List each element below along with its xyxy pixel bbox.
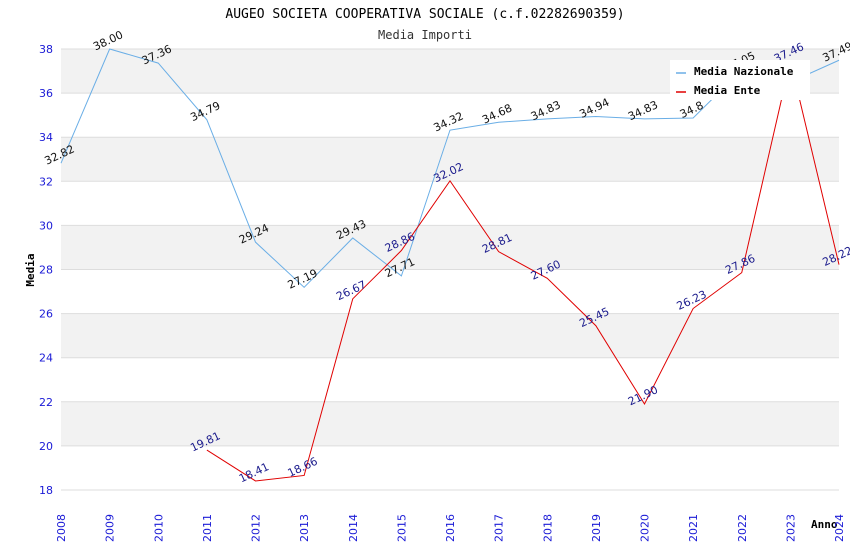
y-tick-labels: 18 20 22 24 26 28 30 32 34 36 38 bbox=[39, 43, 53, 497]
grid-band bbox=[61, 225, 839, 270]
y-tick-label: 30 bbox=[39, 219, 53, 232]
series-line-media-ente bbox=[206, 60, 840, 482]
legend-label-media-nazionale: Media Nazionale bbox=[694, 65, 794, 78]
legend-label-media-ente: Media Ente bbox=[694, 84, 761, 97]
data-label-media-nazionale: 34.83 bbox=[626, 98, 660, 123]
y-axis-label: Media bbox=[24, 253, 37, 286]
x-tick-label: 2014 bbox=[347, 514, 360, 542]
legend-box bbox=[670, 60, 810, 100]
x-tick-label: 2017 bbox=[493, 514, 506, 542]
background-bands bbox=[61, 49, 839, 446]
series-line-media-nazionale bbox=[60, 48, 840, 289]
x-tick-label: 2018 bbox=[541, 514, 554, 542]
data-label-media-nazionale: 34.83 bbox=[529, 98, 563, 123]
data-label-media-ente: 18.41 bbox=[237, 460, 271, 485]
x-axis-label: Anno bbox=[811, 518, 838, 531]
y-tick-label: 22 bbox=[39, 396, 53, 409]
y-tick-label: 28 bbox=[39, 264, 53, 277]
grid-band bbox=[61, 401, 839, 446]
x-tick-labels: 2008 2009 2010 2011 2012 2013 2014 2015 2016 2017… bbox=[55, 514, 846, 542]
y-tick-label: 24 bbox=[39, 352, 53, 365]
grid-band bbox=[61, 137, 839, 182]
data-label-media-ente: 26.67 bbox=[334, 278, 368, 303]
x-tick-label: 2010 bbox=[152, 514, 165, 542]
data-label-media-nazionale: 27.19 bbox=[286, 267, 320, 292]
x-tick-label: 2011 bbox=[201, 514, 214, 542]
data-label-media-nazionale: 34.32 bbox=[431, 109, 465, 134]
chart-subtitle: Media Importi bbox=[378, 28, 472, 42]
grid-band bbox=[61, 313, 839, 358]
y-tick-label: 18 bbox=[39, 484, 53, 497]
x-tick-label: 2023 bbox=[784, 514, 797, 542]
x-tick-label: 2013 bbox=[298, 514, 311, 542]
y-tick-label: 38 bbox=[39, 43, 53, 56]
x-tick-label: 2021 bbox=[687, 514, 700, 542]
y-tick-label: 36 bbox=[39, 87, 53, 100]
y-tick-label: 34 bbox=[39, 131, 53, 144]
x-tick-label: 2008 bbox=[55, 514, 68, 542]
x-tick-label: 2024 bbox=[833, 514, 846, 542]
x-tick-label: 2020 bbox=[639, 514, 652, 542]
series-lines bbox=[60, 48, 840, 482]
chart-title: AUGEO SOCIETA COOPERATIVA SOCIALE (c.f.0… bbox=[225, 7, 624, 22]
x-tick-label: 2012 bbox=[250, 514, 263, 542]
data-label-media-nazionale: 34.79 bbox=[188, 99, 222, 124]
data-label-media-ente: 26.23 bbox=[675, 288, 709, 313]
y-tick-label: 32 bbox=[39, 175, 53, 188]
legend: Media Nazionale Media Ente bbox=[670, 60, 810, 100]
x-tick-label: 2022 bbox=[736, 514, 749, 542]
y-tick-label: 26 bbox=[39, 308, 53, 321]
y-tick-label: 20 bbox=[39, 440, 53, 453]
x-tick-label: 2016 bbox=[444, 514, 457, 542]
x-tick-label: 2009 bbox=[104, 514, 117, 542]
x-tick-label: 2019 bbox=[590, 514, 603, 542]
x-tick-label: 2015 bbox=[395, 514, 408, 542]
